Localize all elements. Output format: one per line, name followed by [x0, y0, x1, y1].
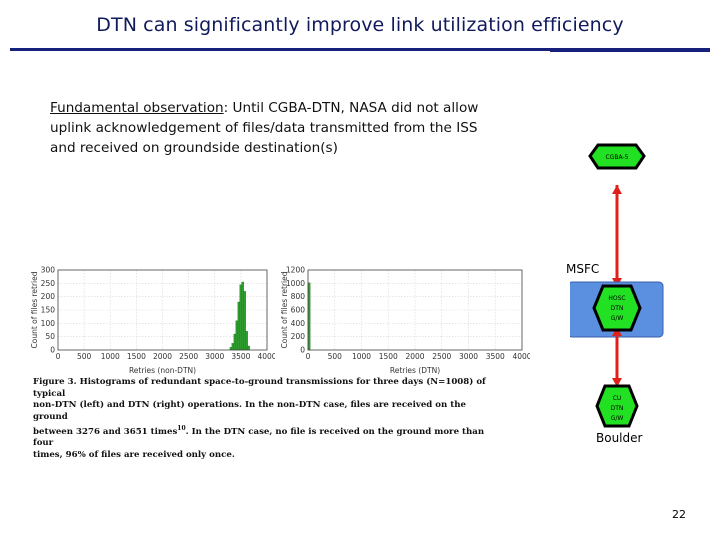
caption-footnote: 10: [177, 425, 186, 432]
cgba-node: [588, 143, 646, 170]
caption-line-3: between 3276 and 3651 times10. In the DT…: [33, 423, 493, 450]
y-tick-label: 600: [291, 306, 306, 315]
cu-line1: CU: [613, 395, 622, 402]
histogram-non-dtn: 0 50 100 150 200 250 300 0 500 1000 1500 2000 2500 30…: [30, 264, 275, 376]
title-divider: [10, 48, 710, 51]
x-axis-label: Retries (DTN): [390, 366, 440, 375]
caption-line-4: times, 96% of files are received only on…: [33, 449, 235, 460]
y-tick-label: 1200: [286, 266, 305, 275]
caption-line-3a: between 3276 and 3651 times: [33, 426, 178, 437]
x-tick-label: 4000: [257, 352, 275, 361]
y-tick-label: 0: [300, 346, 305, 355]
y-tick-label: 1000: [286, 279, 305, 288]
histogram-bar: [247, 345, 250, 351]
x-tick-label: 4000: [512, 352, 530, 361]
network-diagram: CGBA-5 HOSC DTN G/W CU DTN G/W: [570, 143, 664, 428]
y-tick-label: 200: [291, 332, 306, 341]
observation-body: : Until CGBA-DTN, NASA did not allow upl…: [50, 100, 479, 156]
caption-line-3b: . In the DTN case, no file is received o…: [33, 426, 485, 449]
x-tick-label: 500: [328, 352, 343, 361]
y-tick-label: 50: [45, 332, 55, 341]
hosc-line2: DTN: [611, 305, 624, 312]
x-tick-label: 3000: [459, 352, 478, 361]
msfc-label: MSFC: [566, 262, 600, 276]
x-axis-label: Retries (non-DTN): [129, 366, 196, 375]
arrow-down-icon: [612, 378, 622, 387]
x-tick-label: 3500: [486, 352, 505, 361]
x-tick-label: 2000: [405, 352, 424, 361]
y-axis-label: Count of files retried: [30, 271, 39, 348]
x-tick-label: 1000: [352, 352, 371, 361]
histogram-dtn-svg: 0 200 400 600 800 1000 1200 0 500 1000 1500 2000 250…: [280, 266, 530, 376]
y-tick-label: 250: [41, 279, 56, 288]
x-tick-label: 0: [56, 352, 61, 361]
cgba-node-label: CGBA-5: [606, 154, 629, 161]
cu-line3: G/W: [611, 415, 624, 422]
hosc-line1: HOSC: [608, 295, 625, 302]
histogram-dtn: 0 200 400 600 800 1000 1200 0 500 1000 1500 2000 250…: [280, 264, 530, 376]
y-axis-label: Count of files retried: [280, 271, 289, 348]
caption-line-2: non-DTN (left) and DTN (right) operation…: [33, 400, 466, 422]
y-tick-label: 300: [41, 266, 56, 275]
hosc-line3: G/W: [611, 315, 624, 322]
x-tick-label: 500: [77, 352, 92, 361]
title-divider-secondary: [550, 51, 710, 52]
x-tick-label: 1000: [101, 352, 120, 361]
y-tick-label: 0: [50, 346, 55, 355]
arrow-up-icon: [612, 185, 622, 194]
x-tick-label: 2500: [179, 352, 198, 361]
page-number: 22: [672, 508, 686, 521]
y-tick-label: 100: [41, 319, 56, 328]
y-tick-label: 800: [291, 292, 306, 301]
caption-line-1: Figure 3. Histograms of redundant space-…: [33, 377, 486, 399]
observation-text: Fundamental observation: Until CGBA-DTN,…: [50, 98, 490, 158]
x-tick-label: 2500: [432, 352, 451, 361]
x-tick-label: 1500: [127, 352, 146, 361]
y-tick-label: 200: [41, 292, 56, 301]
figure-caption: Figure 3. Histograms of redundant space-…: [33, 377, 493, 461]
x-tick-label: 3000: [205, 352, 224, 361]
x-tick-label: 0: [306, 352, 311, 361]
observation-lead: Fundamental observation: [50, 100, 224, 116]
hosc-node: [592, 284, 642, 332]
boulder-label: Boulder: [596, 431, 643, 445]
y-tick-label: 400: [291, 319, 306, 328]
x-tick-label: 3500: [231, 352, 250, 361]
plot-frame: [57, 269, 268, 351]
cu-node: [595, 384, 639, 428]
x-tick-label: 2000: [153, 352, 172, 361]
x-tick-label: 1500: [379, 352, 398, 361]
y-tick-label: 150: [41, 306, 56, 315]
slide-title: DTN can significantly improve link utili…: [96, 14, 624, 36]
cu-line2: DTN: [611, 405, 624, 412]
plot-frame: [307, 269, 523, 351]
